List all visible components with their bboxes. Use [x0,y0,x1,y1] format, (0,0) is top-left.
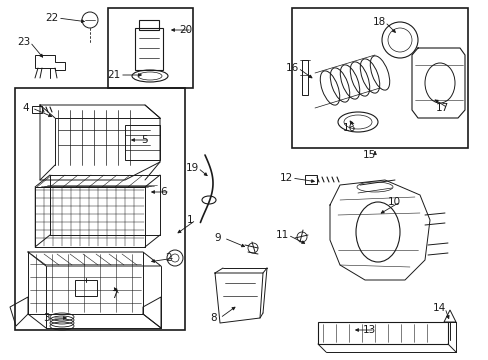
Text: 21: 21 [107,70,121,80]
Bar [135,28,163,70]
Text: 2: 2 [165,253,172,263]
Text: 17: 17 [434,103,447,113]
Text: 3: 3 [42,313,49,323]
Bar [108,8,193,88]
Text: 1: 1 [186,215,193,225]
Bar [139,20,159,30]
Text: 15: 15 [362,150,375,160]
Text: 5: 5 [141,135,147,145]
Bar [32,106,42,113]
Text: 14: 14 [431,303,445,313]
Text: 8: 8 [210,313,217,323]
Text: 9: 9 [214,233,221,243]
Text: 4: 4 [22,103,29,113]
Text: 13: 13 [362,325,375,335]
Text: 20: 20 [179,25,192,35]
Text: 18: 18 [372,17,385,27]
Text: 22: 22 [45,13,59,23]
Text: 23: 23 [18,37,31,47]
Text: 12: 12 [279,173,292,183]
Bar [291,8,467,148]
Bar [302,60,307,95]
Text: 16: 16 [285,63,298,73]
Text: 19: 19 [185,163,198,173]
Text: 11: 11 [275,230,288,240]
Bar [75,280,97,296]
Bar [317,322,447,344]
Text: 6: 6 [161,187,167,197]
Bar [15,88,184,330]
Text: 7: 7 [110,290,117,300]
Bar [125,125,160,160]
Text: 10: 10 [386,197,400,207]
Text: 16: 16 [342,123,355,133]
Bar [305,175,316,184]
